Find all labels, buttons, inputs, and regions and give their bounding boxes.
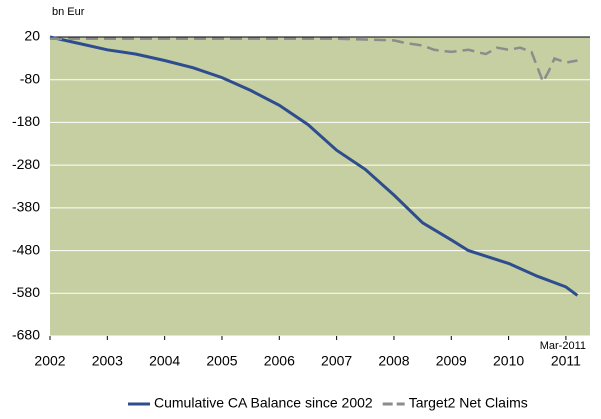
plot-area — [50, 37, 590, 336]
x-tick-label: 2002 — [34, 353, 65, 369]
y-tick-label: -380 — [12, 199, 40, 215]
series-line — [50, 37, 578, 85]
x-tick-label: 2005 — [206, 353, 237, 369]
y-tick-label: -680 — [12, 327, 40, 343]
x-tick-label: 2009 — [436, 353, 467, 369]
x-tick-label: 2010 — [493, 353, 524, 369]
legend-label: Cumulative CA Balance since 2002 — [154, 395, 373, 411]
y-tick-label: -280 — [12, 156, 40, 172]
x-tick-label: 2007 — [321, 353, 352, 369]
y-tick-label: 20 — [24, 28, 40, 44]
y-tick-label: -480 — [12, 241, 40, 257]
x-tick-label: 2004 — [149, 353, 180, 369]
x-tick-label: 2008 — [378, 353, 409, 369]
x-tick-label: 2006 — [264, 353, 295, 369]
x-tick-label: 2011 — [551, 353, 581, 369]
x-tick-label: 2003 — [92, 353, 123, 369]
y-unit-label: bn Eur — [52, 6, 85, 18]
annotation: Mar-2011 — [540, 340, 586, 352]
legend-label: Target2 Net Claims — [409, 395, 528, 411]
series-line — [49, 35, 579, 297]
y-tick-label: -580 — [12, 284, 40, 300]
y-tick-label: -180 — [12, 113, 40, 129]
y-tick-label: -80 — [20, 70, 40, 86]
